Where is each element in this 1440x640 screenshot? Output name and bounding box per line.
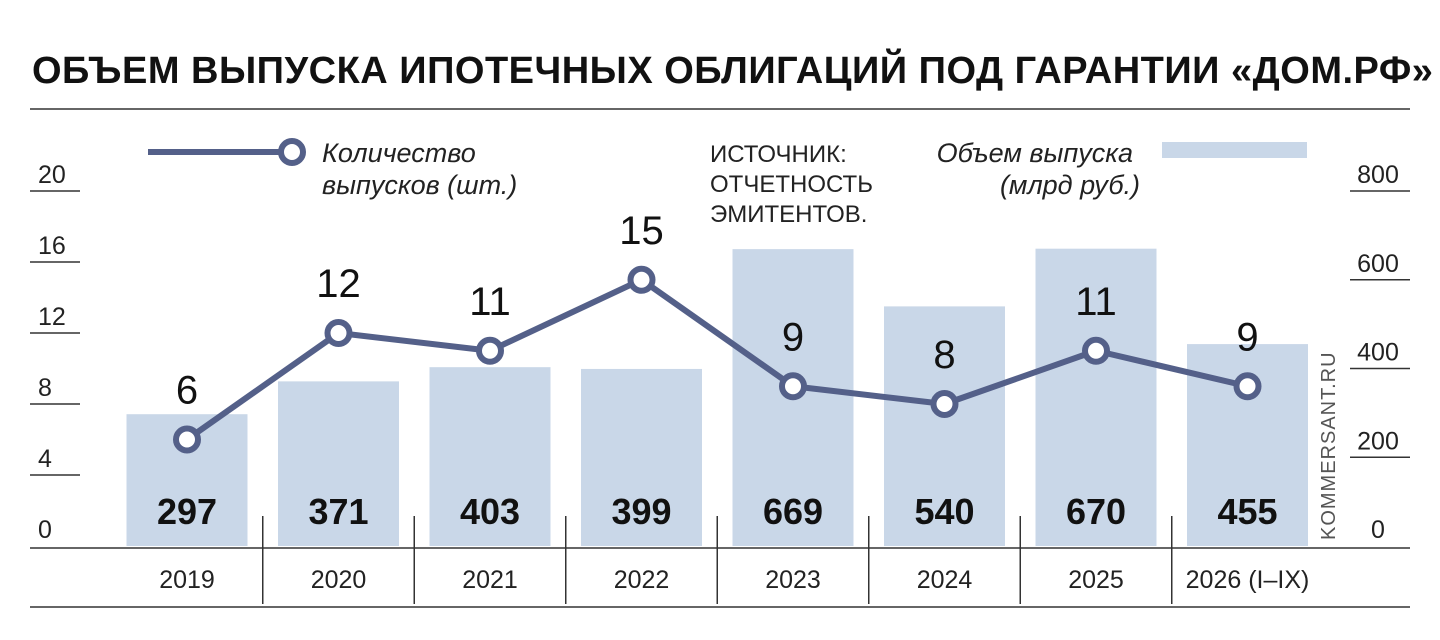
right-tick-label-2: 400 <box>1357 339 1399 367</box>
years-layer: 2019 2020 2021 2022 2023 2024 2025 2026 (I–IX) <box>159 516 1309 604</box>
left-tick-label-2: 8 <box>38 374 52 402</box>
bar-2 <box>429 367 551 546</box>
year-label-5: 2024 <box>917 566 973 594</box>
legend-line-label-2: выпусков (шт.) <box>322 170 517 200</box>
left-tick-label-1: 4 <box>38 445 52 473</box>
bar-value-label-3: 399 <box>611 491 671 532</box>
year-label-6: 2025 <box>1068 566 1124 594</box>
count-point-3 <box>627 265 656 294</box>
legend-line-label-1: Количество <box>322 138 476 168</box>
count-label-3: 15 <box>619 209 664 253</box>
count-point-7 <box>1233 372 1262 401</box>
left-tick-label-4: 16 <box>38 232 66 260</box>
year-label-7: 2026 (I–IX) <box>1186 566 1310 594</box>
credit-label: KOMMERSANT.RU <box>1318 351 1340 540</box>
source-line-2: ОТЧЕТНОСТЬ <box>710 171 873 198</box>
source-line-1: ИСТОЧНИК: <box>710 141 847 168</box>
count-point-1 <box>324 319 353 347</box>
count-label-6: 11 <box>1075 280 1117 324</box>
right-tick-label-1: 200 <box>1357 427 1399 455</box>
bar-value-label-1: 371 <box>308 491 368 532</box>
bar-value-label-2: 403 <box>460 491 520 532</box>
bar-value-label-4: 669 <box>763 491 823 532</box>
legend-bar-label-1: Объем выпуска <box>937 138 1133 168</box>
legend-bar: Объем выпуска (млрд руб.) <box>937 138 1307 200</box>
year-label-3: 2022 <box>614 566 670 594</box>
year-label-2: 2021 <box>462 566 518 594</box>
bar-value-label-7: 455 <box>1217 491 1277 532</box>
left-tick-label-0: 0 <box>38 516 52 544</box>
line-layer: 6 12 11 15 9 8 11 9 <box>173 209 1262 454</box>
right-tick-label-3: 600 <box>1357 250 1399 278</box>
bar-3 <box>581 368 702 546</box>
source-note: ИСТОЧНИК: ОТЧЕТНОСТЬ ЭМИТЕНТОВ. <box>710 141 873 228</box>
count-label-1: 12 <box>316 262 361 306</box>
count-label-7: 9 <box>1236 315 1258 359</box>
bar-value-label-0: 297 <box>157 491 217 532</box>
left-tick-label-5: 20 <box>38 161 66 189</box>
count-point-5 <box>930 390 959 418</box>
bar-value-label-6: 670 <box>1066 491 1126 532</box>
legend-line: Количество выпусков (шт.) <box>148 138 517 200</box>
bar-value-label-5: 540 <box>914 491 974 532</box>
bar-5 <box>884 306 1005 546</box>
legend-bar-label-2: (млрд руб.) <box>1000 170 1140 200</box>
count-series-line <box>185 276 1249 442</box>
right-tick-label-0: 0 <box>1371 516 1385 544</box>
count-point-6 <box>1082 336 1110 365</box>
count-label-4: 9 <box>782 315 804 359</box>
right-tick-label-4: 800 <box>1357 161 1399 189</box>
year-label-4: 2023 <box>765 566 821 594</box>
bars-layer: 297 371 403 399 669 540 670 455 <box>126 248 1308 546</box>
count-label-2: 11 <box>469 280 511 324</box>
source-line-3: ЭМИТЕНТОВ. <box>710 201 867 228</box>
year-label-0: 2019 <box>159 566 215 594</box>
left-tick-label-3: 12 <box>38 303 66 331</box>
bar-1 <box>278 381 399 546</box>
count-label-5: 8 <box>933 333 955 377</box>
year-label-1: 2020 <box>311 566 367 594</box>
count-point-4 <box>779 372 807 401</box>
count-label-0: 6 <box>176 369 198 413</box>
count-point-2 <box>476 336 504 365</box>
legend-bar-swatch <box>1162 142 1307 158</box>
legend-line-marker <box>278 138 306 166</box>
count-point-0 <box>173 425 201 454</box>
chart-title: ОБЪЕМ ВЫПУСКА ИПОТЕЧНЫХ ОБЛИГАЦИЙ ПОД ГА… <box>32 50 1434 92</box>
bar-6 <box>1035 248 1157 546</box>
